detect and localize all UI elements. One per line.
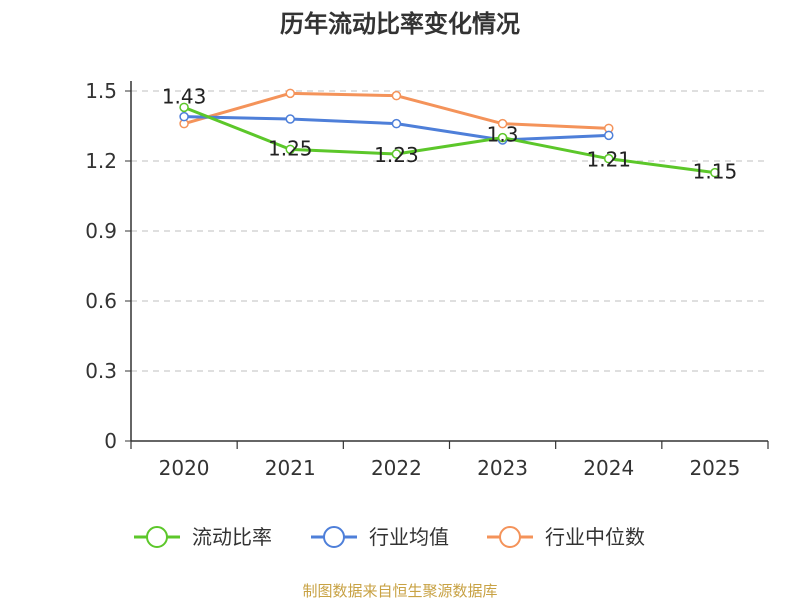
grid-lines: [131, 90, 768, 372]
legend-label-1: 行业均值: [369, 525, 449, 549]
legend-swatch-marker-0: [146, 526, 168, 548]
series-1-point-2022: [391, 118, 402, 129]
series-0-point-2020: [179, 102, 189, 113]
data-label-2022: 1.23: [374, 143, 419, 167]
x-tick-label-2023: 2023: [477, 456, 528, 480]
series-2-point-2023: [497, 118, 508, 129]
legend: 流动比率 行业均值 行业中位数: [134, 525, 645, 549]
x-tick-label-2024: 2024: [583, 456, 634, 480]
y-tick-label-0: 0: [104, 429, 117, 453]
x-tick-label-2021: 2021: [265, 456, 316, 480]
data-label-2023: 1.3: [487, 123, 519, 147]
series-1-point-2024: [604, 130, 614, 141]
series-0-point-2021: [285, 144, 295, 155]
legend-swatch-marker-1: [323, 526, 345, 548]
series-2-point-2022: [391, 90, 402, 101]
axes: 0 0.3 0.6 0.9 1.2 1.5 2020 2021 2022 2023 2024 2025: [85, 79, 769, 480]
legend-item-1: 行业均值: [311, 525, 449, 549]
y-tick-label-2: 0.6: [85, 289, 117, 313]
legend-item-2: 行业中位数: [487, 525, 645, 549]
series-1-point-2021: [285, 114, 295, 124]
series-0-point-2023: [497, 132, 508, 143]
data-label-2025: 1.15: [693, 160, 738, 184]
data-label-2021: 1.25: [268, 136, 313, 160]
x-tick-label-2020: 2020: [159, 456, 210, 480]
x-tick-label-2025: 2025: [689, 456, 740, 480]
series-line-0: [182, 105, 717, 175]
x-tick-label-2022: 2022: [371, 456, 422, 480]
y-tick-label-5: 1.5: [85, 79, 117, 103]
series-0-point-2024: [604, 153, 614, 164]
legend-swatch-marker-2: [499, 526, 521, 548]
y-tick-label-3: 0.9: [85, 219, 117, 243]
series-0-point-2022: [391, 149, 402, 159]
source-note: 制图数据来自恒生聚源数据库: [302, 582, 497, 600]
series-layer: [179, 88, 720, 178]
y-tick-label-1: 0.3: [85, 359, 117, 383]
legend-item-0: 流动比率: [134, 525, 272, 549]
data-label-2024: 1.21: [586, 148, 631, 172]
data-label-2020: 1.43: [162, 84, 207, 108]
chart-title: 历年流动比率变化情况: [280, 10, 520, 38]
series-2-point-2021: [285, 88, 295, 99]
y-tick-label-4: 1.2: [85, 149, 117, 173]
legend-label-2: 行业中位数: [545, 525, 645, 549]
data-labels: 1.43 1.25 1.23 1.3 1.21 1.15: [162, 84, 737, 183]
legend-label-0: 流动比率: [192, 525, 272, 549]
series-0-point-2025: [710, 167, 720, 178]
series-1-point-2020: [179, 111, 189, 122]
